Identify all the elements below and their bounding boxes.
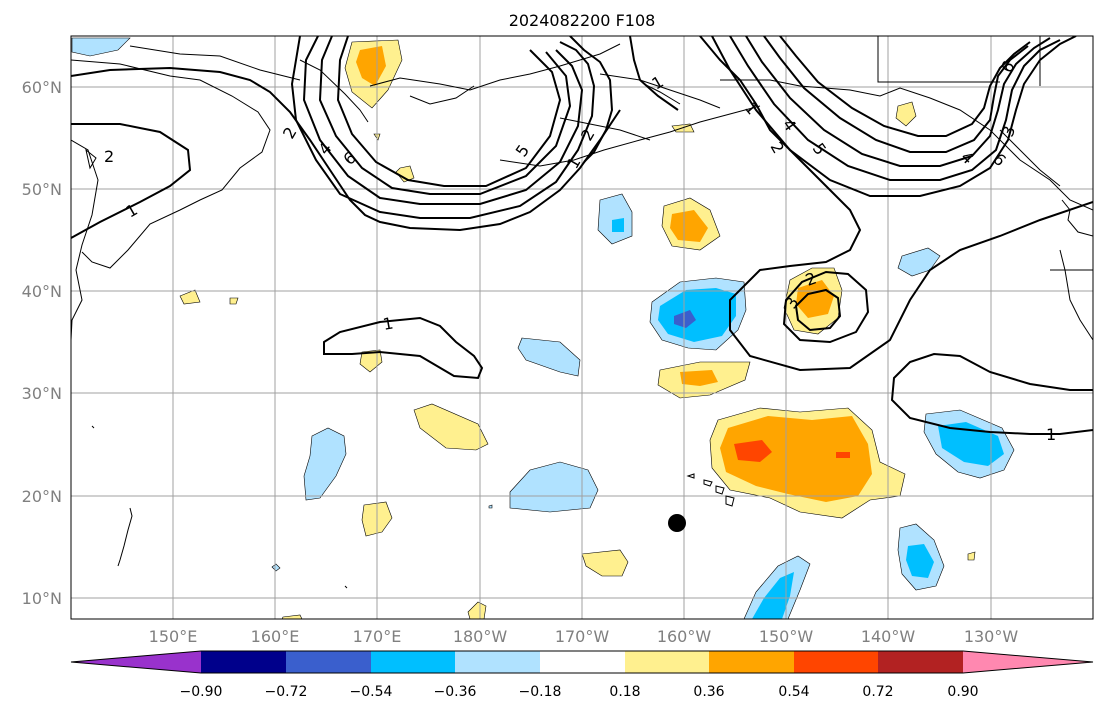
colorbar-swatch [371,651,455,673]
contour-lines [71,36,1093,435]
colorbar-tick-label: 0.72 [862,684,893,700]
colorbar-tick-labels: −0.90 −0.72 −0.54 −0.36 −0.18 0.18 0.36 … [180,684,979,700]
lat-label: 60°N [22,78,62,97]
latitude-labels: 60°N 50°N 40°N 30°N 20°N 10°N [22,78,62,608]
lat-label: 50°N [22,180,62,199]
colorbar-outline [70,650,1094,674]
colorbar-over-swatch [963,651,1093,673]
colorbar-tick-label: −0.54 [350,684,393,700]
anomaly-negative-patches [71,37,1015,619]
lat-label: 40°N [22,282,62,301]
map-panel: 1 2 1 2 4 6 5 1 2 1 2 4 5 6 3 6 4 1 2 3 [70,35,1094,620]
lon-label: 160°E [251,627,300,646]
colorbar-tick-label: −0.72 [265,684,308,700]
map-title: 2024082200 F108 [509,11,656,30]
colorbar: −0.90 −0.72 −0.54 −0.36 −0.18 0.18 0.36 … [70,650,1094,700]
lat-label: 30°N [22,384,62,403]
colorbar-swatch [286,651,371,673]
colorbar-under-swatch [71,651,201,673]
colorbar-swatch [878,651,963,673]
colorbar-tick-label: −0.90 [180,684,223,700]
colorbar-swatch [625,651,709,673]
lon-label: 150°E [149,627,198,646]
colorbar-tick-label: −0.18 [519,684,562,700]
lon-label: 180°W [453,627,508,646]
colorbar-swatch [201,651,286,673]
colorbar-tick-label: 0.90 [947,684,978,700]
lon-label: 160°W [657,627,712,646]
colorbar-swatch [540,651,625,673]
lon-label: 170°W [555,627,610,646]
colorbar-tick-label: −0.36 [434,684,477,700]
lon-label: 140°W [861,627,916,646]
storm-position-dot [668,514,686,532]
colorbar-swatch [455,651,540,673]
lat-label: 20°N [22,487,62,506]
lon-label: 150°W [759,627,814,646]
contour-label: 1 [1046,425,1056,444]
colorbar-swatch [709,651,794,673]
lat-label: 10°N [22,589,62,608]
coastlines [71,36,1093,589]
lon-label: 130°W [964,627,1019,646]
lon-label: 170°E [353,627,402,646]
graticule [71,36,1093,619]
colorbar-tick-label: 0.18 [609,684,640,700]
colorbar-tick-label: 0.36 [693,684,724,700]
colorbar-swatches [70,650,1094,674]
colorbar-swatch [794,651,878,673]
longitude-labels: 150°E 160°E 170°E 180°W 170°W 160°W 150°… [149,627,1019,646]
contour-label: 2 [104,147,114,166]
colorbar-tick-label: 0.54 [778,684,809,700]
contour-label: 1 [381,313,394,333]
map-frame [70,35,1094,620]
